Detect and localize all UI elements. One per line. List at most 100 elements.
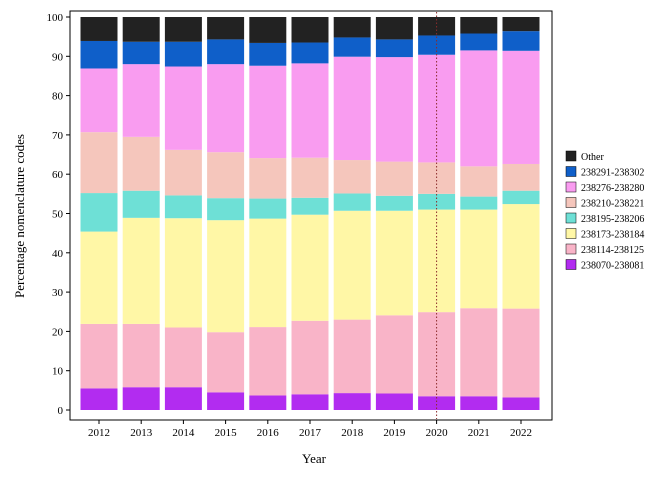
- x-tick-label: 2016: [257, 427, 280, 439]
- bar-segment-2017-238114-238125: [291, 320, 329, 395]
- bar-segment-2021-238276-238280: [460, 50, 498, 167]
- y-tick-label: 10: [52, 366, 64, 378]
- bar-segment-2013-238210-238221: [122, 136, 160, 191]
- bar-segment-2016-238291-238302: [249, 42, 287, 66]
- y-tick-label: 60: [52, 169, 64, 181]
- bar-segment-2015-238070-238081: [207, 392, 245, 410]
- bar-segment-2020-238070-238081: [418, 396, 456, 410]
- bar-segment-2021-238291-238302: [460, 33, 498, 51]
- bar-segment-2012-238114-238125: [80, 323, 118, 389]
- x-tick-label: 2014: [172, 427, 195, 439]
- y-axis: 0 10 20 30 40 50 60 70 80 90 100: [47, 12, 70, 417]
- bar-segment-2015-238276-238280: [207, 64, 245, 153]
- bars-group: [80, 17, 540, 410]
- bar-segment-2015-238173-238184: [207, 220, 245, 333]
- bar-segment-2019-238210-238221: [375, 161, 413, 196]
- bar-segment-2018-238291-238302: [333, 37, 371, 57]
- x-tick-label: 2013: [130, 427, 153, 439]
- bar-segment-2022-238173-238184: [502, 204, 540, 309]
- legend: Other 238291-238302 238276-238280 238210-23…: [565, 150, 644, 272]
- x-tick-label: 2012: [88, 427, 110, 439]
- legend-swatch-238114-238125: [565, 243, 577, 255]
- bar-segment-2012-238210-238221: [80, 132, 118, 194]
- bar-segment-2019-238276-238280: [375, 57, 413, 162]
- legend-swatch-Other: [565, 150, 577, 162]
- bar-segment-2022-238070-238081: [502, 397, 540, 410]
- bar-segment-2018-238173-238184: [333, 210, 371, 320]
- y-tick-label: 50: [52, 209, 64, 221]
- bar-segment-2015-Other: [207, 17, 245, 40]
- bar-segment-2014-238210-238221: [164, 149, 202, 196]
- bar-segment-2015-238210-238221: [207, 152, 245, 199]
- bar-segment-2015-238114-238125: [207, 332, 245, 393]
- x-tick-label: 2015: [215, 427, 238, 439]
- bar-segment-2022-238210-238221: [502, 163, 540, 191]
- bar-segment-2016-238195-238206: [249, 198, 287, 219]
- bar-segment-2015-238195-238206: [207, 198, 245, 221]
- bar-segment-2017-238173-238184: [291, 214, 329, 321]
- bar-segment-2013-238291-238302: [122, 41, 160, 65]
- bar-segment-2018-238195-238206: [333, 193, 371, 211]
- bar-segment-2016-238070-238081: [249, 395, 287, 410]
- x-tick-label: 2017: [299, 427, 322, 439]
- legend-label-238276-238280: 238276-238280: [581, 183, 644, 194]
- bar-segment-2014-238173-238184: [164, 218, 202, 328]
- bar-segment-2018-238276-238280: [333, 56, 371, 161]
- bar-segment-2020-238291-238302: [418, 35, 456, 55]
- bar-segment-2015-238291-238302: [207, 39, 245, 65]
- y-tick-label: 20: [52, 326, 64, 338]
- bar-segment-2016-238114-238125: [249, 327, 287, 396]
- bar-segment-2019-238173-238184: [375, 210, 413, 316]
- y-tick-label: 80: [52, 91, 64, 103]
- bar-segment-2013-238070-238081: [122, 387, 160, 410]
- y-tick-label: 70: [52, 130, 64, 142]
- y-tick-label: 100: [47, 12, 64, 24]
- legend-swatch-238070-238081: [565, 259, 577, 270]
- legend-label-238291-238302: 238291-238302: [581, 168, 644, 179]
- x-tick-label: 2020: [426, 427, 449, 439]
- y-tick-label: 30: [52, 287, 64, 299]
- bar-segment-2012-238291-238302: [80, 40, 118, 69]
- bar-segment-2019-238114-238125: [375, 315, 413, 394]
- bar-segment-2014-238195-238206: [164, 195, 202, 219]
- bar-segment-2014-238276-238280: [164, 66, 202, 150]
- x-axis: 2012 2013 2014 2015 2016 2017 2018 2019 2020 2021…: [88, 420, 532, 439]
- bar-segment-2016-238276-238280: [249, 65, 287, 159]
- legend-label-238173-238184: 238173-238184: [581, 230, 644, 241]
- bar-segment-2021-238070-238081: [460, 396, 498, 410]
- bar-segment-2013-238114-238125: [122, 323, 160, 388]
- bar-segment-2014-Other: [164, 17, 202, 42]
- bar-segment-2013-238173-238184: [122, 217, 160, 324]
- bar-segment-2018-238070-238081: [333, 393, 371, 410]
- bar-segment-2017-238276-238280: [291, 63, 329, 158]
- y-axis-title: Percentage nomenclature codes: [12, 134, 27, 298]
- legend-label-238070-238081: 238070-238081: [581, 261, 644, 272]
- bar-segment-2016-238210-238221: [249, 158, 287, 199]
- bar-segment-2013-238195-238206: [122, 190, 160, 218]
- bar-segment-2020-238114-238125: [418, 312, 456, 397]
- bar-segment-2019-238070-238081: [375, 393, 413, 410]
- bar-segment-2020-238210-238221: [418, 162, 456, 194]
- legend-swatch-238276-238280: [565, 181, 577, 193]
- bar-segment-2017-238195-238206: [291, 197, 329, 215]
- legend-swatch-238195-238206: [565, 212, 577, 224]
- bar-segment-2017-Other: [291, 17, 329, 43]
- bar-segment-2019-238195-238206: [375, 195, 413, 211]
- bar-segment-2021-238195-238206: [460, 196, 498, 210]
- bar-segment-2014-238114-238125: [164, 327, 202, 388]
- bar-segment-2012-238173-238184: [80, 231, 118, 324]
- bar-segment-2022-238291-238302: [502, 31, 540, 51]
- bar-segment-2022-238114-238125: [502, 308, 540, 398]
- legend-swatch-238210-238221: [565, 197, 577, 208]
- legend-label-238210-238221: 238210-238221: [581, 199, 644, 210]
- bar-segment-2018-238210-238221: [333, 160, 371, 194]
- legend-label-Other: Other: [581, 152, 604, 163]
- bar-segment-2021-238114-238125: [460, 308, 498, 397]
- bar-segment-2017-238210-238221: [291, 157, 329, 198]
- bar-segment-2017-238291-238302: [291, 42, 329, 64]
- y-tick-label: 0: [58, 405, 64, 417]
- bar-segment-2022-238276-238280: [502, 50, 540, 164]
- bar-segment-2017-238070-238081: [291, 394, 329, 410]
- bar-segment-2021-238210-238221: [460, 166, 498, 197]
